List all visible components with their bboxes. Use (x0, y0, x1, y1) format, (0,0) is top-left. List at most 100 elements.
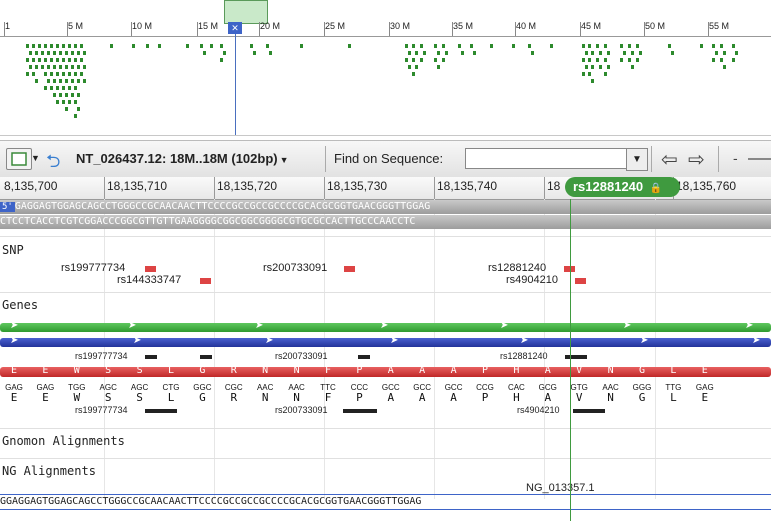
track-divider (0, 292, 771, 293)
overview-snp-dot (35, 65, 38, 69)
codon: CTG (162, 383, 180, 392)
overview-snp-dot (210, 44, 213, 48)
overview-snp-dot (623, 51, 626, 55)
ruler-label: 18,135,730 (327, 179, 388, 193)
position-marker-badge[interactable]: rs12881240 🔒 (565, 177, 680, 197)
overview-visible-range-marker[interactable] (224, 0, 268, 24)
overview-snp-dot (80, 72, 83, 76)
gene-snp-marker[interactable] (565, 355, 587, 359)
gnomon-track-header[interactable]: Gnomon Alignments (2, 434, 125, 448)
overview-scale-label: 25 M (325, 21, 346, 31)
overview-snp-dot (412, 72, 415, 76)
gene-bar-blue[interactable]: ➤ ➤ ➤ ➤ ➤ ➤ ➤ (0, 338, 771, 347)
amino-acid: L (670, 391, 677, 404)
gene-snp-marker[interactable] (358, 355, 370, 359)
overview-tick (197, 22, 198, 36)
genes-track-header[interactable]: Genes (2, 298, 39, 312)
overview-snp-dot (620, 44, 623, 48)
snp-track-header[interactable]: SNP (2, 243, 24, 257)
zoom-out-button[interactable]: - (733, 150, 738, 166)
snp-marker[interactable] (200, 278, 211, 284)
track-divider (0, 236, 771, 237)
find-on-sequence-label: Find on Sequence: (334, 151, 444, 166)
ng-alignment-label[interactable]: NG_013357.1 (526, 482, 595, 494)
overview-snp-dot (74, 72, 77, 76)
ruler-label: 18 (547, 179, 561, 193)
overview-snp-dot (607, 65, 610, 69)
codon-snp-label[interactable]: rs4904210 (517, 405, 560, 415)
ng-track-header[interactable]: NG Alignments (2, 464, 96, 478)
ruler-tick (324, 177, 325, 199)
grid-line (544, 199, 545, 499)
overview-snp-dot (59, 79, 62, 83)
amino-acid: S (104, 391, 112, 404)
overview-snp-dot (723, 51, 726, 55)
codon: GAG (5, 383, 23, 392)
overview-snp-dot (405, 58, 408, 62)
snp-marker[interactable] (344, 266, 355, 272)
gene-snp-label[interactable]: rs12881240 (500, 351, 548, 361)
overview-snp-dot (220, 58, 223, 62)
snp-label[interactable]: rs200733091 (263, 262, 328, 274)
chevron-down-icon[interactable]: ▼ (626, 148, 648, 171)
overview-scale-label: 1 (5, 21, 11, 31)
codon-snp-marker[interactable] (145, 409, 177, 413)
codon: AGC (99, 383, 117, 392)
amino-acid: A (387, 391, 395, 404)
gene-snp-marker[interactable] (145, 355, 157, 359)
overview-snp-dot (68, 86, 71, 90)
ruler-label: 18,135,760 (676, 179, 737, 193)
codon: GAG (36, 383, 55, 392)
codon-snp-marker[interactable] (573, 409, 605, 413)
strand-arrow-icon: ➤ (390, 338, 399, 346)
gene-snp-marker[interactable] (200, 355, 212, 359)
gene-snp-label[interactable]: rs199777734 (75, 351, 128, 361)
ng-alignment-sequence[interactable]: GGAGGAGTGGAGCAGCCTGGGCCGCAACAACTTCCCCGCC… (0, 494, 771, 510)
overview-snp-dot (65, 107, 68, 111)
overview-snp-dot (132, 44, 135, 48)
snp-marker[interactable] (145, 266, 156, 272)
codon-snp-label[interactable]: rs199777734 (75, 405, 128, 415)
undo-arrow-icon[interactable]: ⮌ (46, 151, 61, 171)
snp-marker[interactable] (575, 278, 586, 284)
overview-snp-dot (80, 44, 83, 48)
overview-scale-label: 30 M (390, 21, 411, 31)
codon-snp-marker[interactable] (343, 409, 377, 413)
overview-snp-dot (631, 65, 634, 69)
amino-acid: S (136, 391, 143, 404)
snp-label[interactable]: rs199777734 (61, 262, 126, 274)
panel-toggle-icon[interactable] (6, 148, 32, 170)
overview-snp-dot (636, 58, 639, 62)
chevron-down-icon[interactable]: ▼ (31, 153, 40, 163)
overview-panel[interactable]: 1 5 M 10 M 15 M 20 M 25 M 30 M 35 M 40 M… (0, 0, 771, 136)
overview-snp-dot (77, 51, 80, 55)
codon: GCC (381, 383, 400, 392)
snp-label[interactable]: rs12881240 (488, 262, 547, 274)
protein-amino-acid: N (293, 367, 300, 376)
overview-snp-dot (620, 58, 623, 62)
overview-snp-dot (47, 65, 50, 69)
codon-snp-label[interactable]: rs200733091 (275, 405, 328, 415)
overview-snp-dot (591, 65, 594, 69)
toolbar-divider (325, 146, 326, 172)
amino-acid: E (42, 391, 49, 404)
gene-bar-green[interactable]: ➤ ➤ ➤ ➤ ➤ ➤ ➤ (0, 323, 771, 332)
scissors-icon[interactable]: ✕ (228, 22, 242, 34)
overview-snp-dot (591, 51, 594, 55)
strand-arrow-icon: ➤ (255, 323, 264, 331)
overview-snp-dot (461, 51, 464, 55)
snp-label[interactable]: rs4904210 (506, 274, 558, 286)
sequence-title-dropdown[interactable]: NT_026437.12: 18M..18M (102bp) ▼ (76, 151, 289, 166)
protein-amino-acid: S (105, 367, 112, 376)
gene-snp-label[interactable]: rs200733091 (275, 351, 328, 361)
snp-label[interactable]: rs144333747 (117, 274, 182, 286)
zoom-slider[interactable] (748, 158, 771, 160)
protein-amino-acid: L (167, 367, 175, 376)
find-on-sequence-input[interactable] (465, 148, 631, 169)
forward-arrow-icon[interactable]: ⇨ (688, 149, 705, 171)
overview-snp-dot (712, 44, 715, 48)
snp-marker[interactable] (564, 266, 575, 272)
overview-snp-dot (470, 44, 473, 48)
back-arrow-icon[interactable]: ⇦ (661, 149, 678, 171)
